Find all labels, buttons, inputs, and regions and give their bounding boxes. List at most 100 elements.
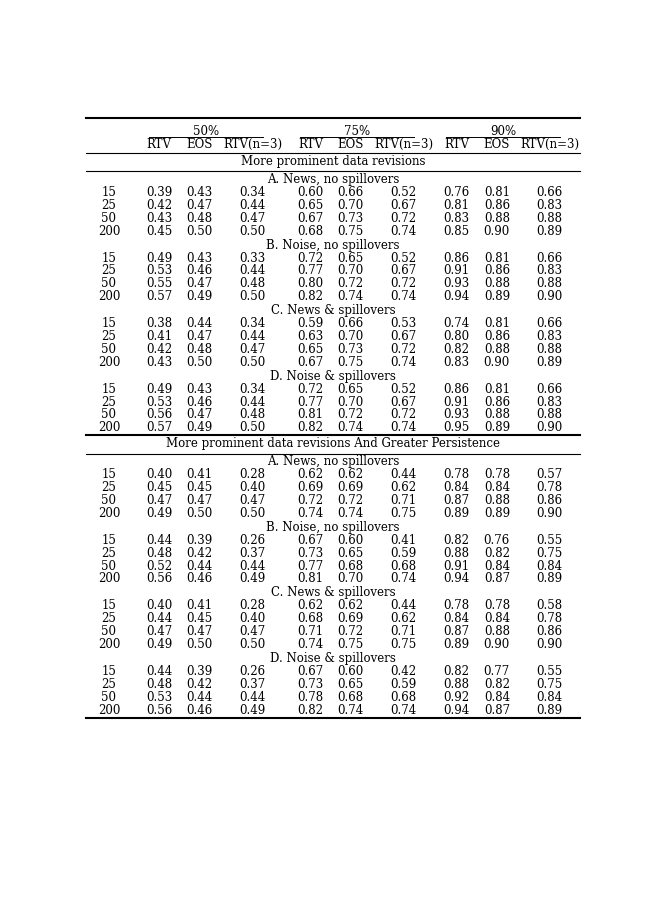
Text: 0.50: 0.50 <box>239 638 266 651</box>
Text: 0.72: 0.72 <box>298 383 324 396</box>
Text: 15: 15 <box>101 600 116 612</box>
Text: 0.84: 0.84 <box>484 559 510 573</box>
Text: 0.66: 0.66 <box>337 317 364 330</box>
Text: 0.81: 0.81 <box>484 317 510 330</box>
Text: 0.53: 0.53 <box>146 264 172 278</box>
Text: 0.84: 0.84 <box>443 481 469 494</box>
Text: 0.90: 0.90 <box>537 507 563 520</box>
Text: 0.70: 0.70 <box>337 396 364 408</box>
Text: 0.44: 0.44 <box>146 612 172 625</box>
Text: 0.57: 0.57 <box>146 290 172 303</box>
Text: 0.82: 0.82 <box>443 343 469 356</box>
Text: 0.72: 0.72 <box>391 343 417 356</box>
Text: 0.89: 0.89 <box>484 507 510 520</box>
Text: 0.86: 0.86 <box>484 264 510 278</box>
Text: 0.78: 0.78 <box>443 468 469 481</box>
Text: 15: 15 <box>101 534 116 547</box>
Text: 0.81: 0.81 <box>298 573 324 585</box>
Text: 0.42: 0.42 <box>146 199 172 212</box>
Text: 0.49: 0.49 <box>239 573 266 585</box>
Text: 0.82: 0.82 <box>443 665 469 678</box>
Text: 0.40: 0.40 <box>146 600 172 612</box>
Text: 50%: 50% <box>193 125 219 138</box>
Text: 0.82: 0.82 <box>484 678 510 690</box>
Text: 0.82: 0.82 <box>484 547 510 560</box>
Text: 200: 200 <box>98 422 120 434</box>
Text: 0.67: 0.67 <box>297 356 324 369</box>
Text: 0.45: 0.45 <box>187 612 213 625</box>
Text: 0.66: 0.66 <box>337 186 364 199</box>
Text: 90%: 90% <box>490 125 516 138</box>
Text: 0.46: 0.46 <box>187 573 213 585</box>
Text: 0.74: 0.74 <box>337 704 364 717</box>
Text: 0.56: 0.56 <box>146 408 172 422</box>
Text: 0.73: 0.73 <box>337 343 364 356</box>
Text: 0.74: 0.74 <box>391 422 417 434</box>
Text: 0.46: 0.46 <box>187 264 213 278</box>
Text: 0.57: 0.57 <box>537 468 563 481</box>
Text: 0.56: 0.56 <box>146 573 172 585</box>
Text: 0.47: 0.47 <box>187 199 213 212</box>
Text: 0.62: 0.62 <box>298 600 324 612</box>
Text: 0.72: 0.72 <box>338 408 364 422</box>
Text: 0.47: 0.47 <box>146 494 172 507</box>
Text: 0.39: 0.39 <box>187 665 213 678</box>
Text: 0.88: 0.88 <box>537 343 563 356</box>
Text: 0.69: 0.69 <box>337 612 364 625</box>
Text: 0.89: 0.89 <box>537 225 563 237</box>
Text: 15: 15 <box>101 665 116 678</box>
Text: 0.48: 0.48 <box>187 343 213 356</box>
Text: 0.50: 0.50 <box>239 225 266 237</box>
Text: C. News & spillovers: C. News & spillovers <box>271 586 395 600</box>
Text: 0.83: 0.83 <box>537 264 563 278</box>
Text: 0.74: 0.74 <box>297 638 324 651</box>
Text: 0.74: 0.74 <box>337 290 364 303</box>
Text: 0.60: 0.60 <box>337 534 364 547</box>
Text: 0.44: 0.44 <box>187 559 213 573</box>
Text: 0.59: 0.59 <box>391 547 417 560</box>
Text: 0.47: 0.47 <box>239 494 266 507</box>
Text: 0.37: 0.37 <box>239 547 266 560</box>
Text: 0.60: 0.60 <box>297 186 324 199</box>
Text: 0.81: 0.81 <box>484 186 510 199</box>
Text: 0.83: 0.83 <box>537 396 563 408</box>
Text: 0.47: 0.47 <box>187 277 213 290</box>
Text: 0.46: 0.46 <box>187 396 213 408</box>
Text: 0.87: 0.87 <box>443 494 469 507</box>
Text: More prominent data revisions And Greater Persistence: More prominent data revisions And Greate… <box>166 437 500 450</box>
Text: 0.82: 0.82 <box>443 534 469 547</box>
Text: 0.90: 0.90 <box>537 638 563 651</box>
Text: 0.73: 0.73 <box>337 211 364 225</box>
Text: 0.66: 0.66 <box>537 383 563 396</box>
Text: 0.48: 0.48 <box>146 547 172 560</box>
Text: 0.74: 0.74 <box>391 225 417 237</box>
Text: 0.68: 0.68 <box>338 559 364 573</box>
Text: 0.68: 0.68 <box>391 690 417 704</box>
Text: 0.78: 0.78 <box>537 612 563 625</box>
Text: 0.77: 0.77 <box>297 264 324 278</box>
Text: 0.78: 0.78 <box>443 600 469 612</box>
Text: 0.43: 0.43 <box>146 356 172 369</box>
Text: 0.89: 0.89 <box>443 507 469 520</box>
Text: 0.43: 0.43 <box>187 186 213 199</box>
Text: 0.89: 0.89 <box>484 290 510 303</box>
Text: 0.75: 0.75 <box>537 547 563 560</box>
Text: 0.66: 0.66 <box>537 252 563 264</box>
Text: 0.81: 0.81 <box>298 408 324 422</box>
Text: 15: 15 <box>101 186 116 199</box>
Text: 0.44: 0.44 <box>239 330 266 343</box>
Text: 0.75: 0.75 <box>337 356 364 369</box>
Text: 0.42: 0.42 <box>391 665 417 678</box>
Text: 0.49: 0.49 <box>187 290 213 303</box>
Text: 0.72: 0.72 <box>338 625 364 638</box>
Text: 0.65: 0.65 <box>297 199 324 212</box>
Text: 0.74: 0.74 <box>391 356 417 369</box>
Text: 0.47: 0.47 <box>239 343 266 356</box>
Text: 0.93: 0.93 <box>443 408 470 422</box>
Text: 0.44: 0.44 <box>391 468 417 481</box>
Text: 0.88: 0.88 <box>443 678 469 690</box>
Text: 0.48: 0.48 <box>146 678 172 690</box>
Text: 0.26: 0.26 <box>239 534 266 547</box>
Text: 0.44: 0.44 <box>187 690 213 704</box>
Text: 25: 25 <box>101 547 116 560</box>
